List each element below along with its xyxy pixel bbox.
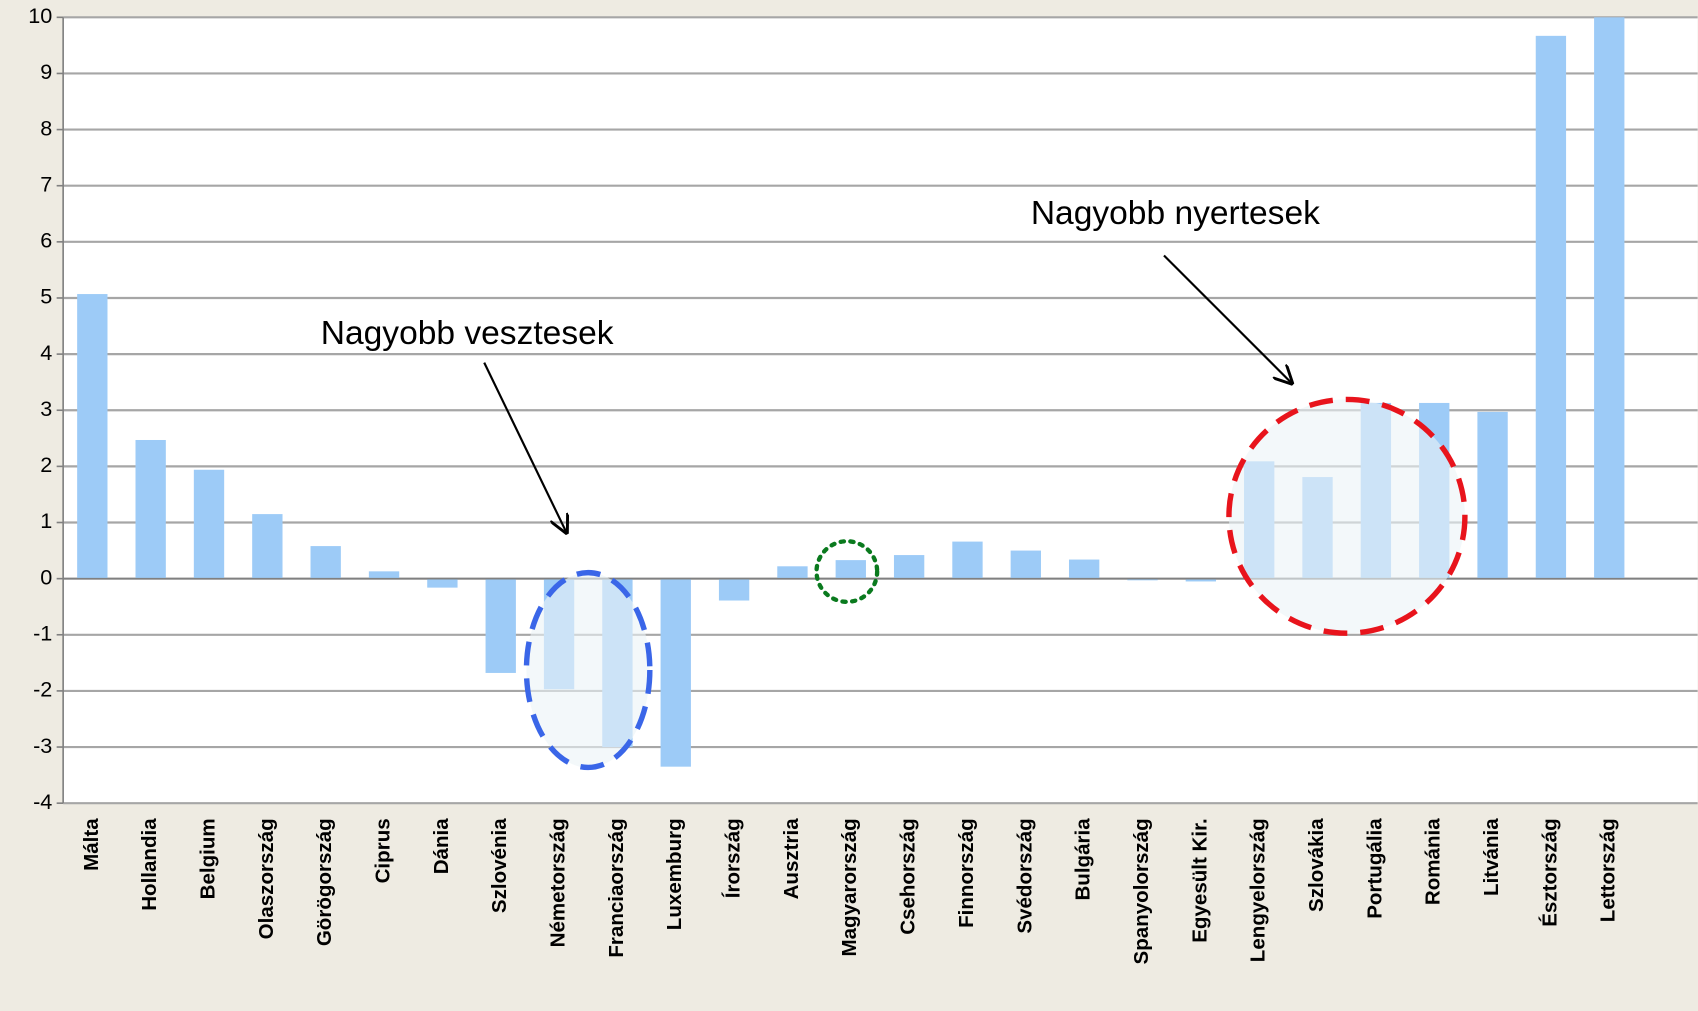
- y-tick-label: -4: [33, 789, 52, 814]
- annotation: Nagyobb nyertesek: [1031, 195, 1320, 232]
- y-tick-label: 0: [40, 564, 52, 589]
- x-tick-label: Olaszország: [255, 818, 278, 939]
- bar: [1594, 17, 1625, 579]
- bar: [1535, 35, 1567, 579]
- y-tick-label: 6: [40, 228, 52, 253]
- x-tick-label: Románia: [1422, 818, 1445, 905]
- bar: [835, 560, 866, 579]
- y-tick-label: 9: [40, 59, 52, 84]
- bar: [777, 566, 808, 579]
- y-tick-label: 1: [40, 508, 52, 533]
- x-tick-label: Portugália: [1363, 818, 1386, 919]
- x-tick-label: Finnország: [955, 818, 978, 928]
- x-tick-label: Franciaország: [605, 818, 628, 957]
- x-tick-label: Dánia: [430, 818, 453, 875]
- losers-ellipse: [523, 569, 653, 771]
- bar: [893, 555, 925, 579]
- x-tick-label: Írország: [722, 818, 745, 898]
- x-tick-label: Spanyolország: [1130, 818, 1153, 964]
- bar: [1127, 578, 1158, 581]
- y-tick-label: -3: [33, 733, 52, 758]
- x-tick-label: Szlovákia: [1305, 818, 1328, 912]
- x-tick-label: Ciprus: [371, 818, 394, 883]
- bar: [193, 469, 225, 579]
- bar: [718, 578, 750, 601]
- winners-ellipse: [1226, 396, 1468, 636]
- x-tick-label: Szlovénia: [488, 818, 511, 913]
- bar: [1010, 550, 1041, 579]
- y-tick-label: 3: [40, 396, 52, 421]
- x-tick-label: Magyarország: [838, 818, 861, 956]
- x-tick-label: Németország: [547, 818, 570, 947]
- bar: [252, 514, 283, 579]
- arrow: [1163, 254, 1292, 383]
- x-tick-label: Litvánia: [1480, 818, 1503, 896]
- x-tick-label: Bulgária: [1072, 818, 1095, 901]
- bar: [660, 578, 691, 767]
- y-tick-label: 5: [40, 284, 52, 309]
- x-tick-label: Csehország: [897, 818, 920, 934]
- bar: [1185, 578, 1217, 582]
- bar: [310, 546, 341, 579]
- x-tick-label: Málta: [80, 818, 103, 871]
- y-tick-label: -2: [33, 677, 52, 702]
- y-tick-label: -1: [33, 620, 52, 645]
- bar: [485, 578, 516, 673]
- x-tick-label: Svédország: [1013, 818, 1036, 933]
- bar: [1477, 411, 1508, 579]
- y-tick-label: 4: [40, 340, 52, 365]
- y-tick-label: 10: [28, 3, 52, 28]
- y-tick-label: 8: [40, 115, 52, 140]
- bar: [368, 571, 400, 579]
- arrow: [483, 362, 566, 533]
- x-tick-label: Hollandia: [138, 818, 161, 911]
- x-tick-label: Egyesült Kir.: [1188, 818, 1211, 942]
- x-tick-label: Belgium: [196, 818, 219, 899]
- hungary-circle: [814, 539, 880, 605]
- bar: [1068, 559, 1100, 579]
- annotation: Nagyobb vesztesek: [321, 315, 614, 352]
- bar: [427, 578, 458, 588]
- bar: [135, 439, 166, 579]
- x-tick-label: Észtország: [1538, 818, 1561, 926]
- x-tick-label: Görögország: [313, 818, 336, 946]
- bar: [952, 541, 983, 579]
- x-tick-label: Luxemburg: [663, 818, 686, 930]
- y-tick-label: 7: [40, 171, 52, 196]
- x-tick-label: Ausztria: [780, 818, 803, 900]
- bar: [77, 294, 108, 579]
- x-tick-label: Lettország: [1597, 818, 1620, 922]
- y-tick-label: 2: [40, 452, 52, 477]
- x-tick-label: Lengyelország: [1247, 818, 1270, 962]
